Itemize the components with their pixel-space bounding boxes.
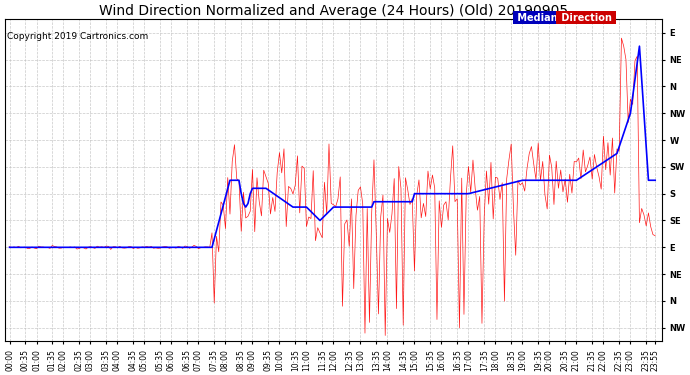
Text: Direction: Direction bbox=[558, 13, 615, 22]
Text: Median: Median bbox=[514, 13, 561, 22]
Text: Copyright 2019 Cartronics.com: Copyright 2019 Cartronics.com bbox=[7, 32, 148, 41]
Title: Wind Direction Normalized and Average (24 Hours) (Old) 20190905: Wind Direction Normalized and Average (2… bbox=[99, 4, 568, 18]
